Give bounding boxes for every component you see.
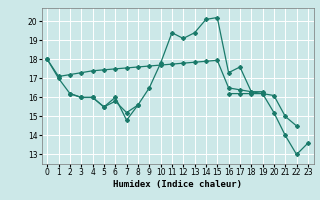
X-axis label: Humidex (Indice chaleur): Humidex (Indice chaleur): [113, 180, 242, 189]
